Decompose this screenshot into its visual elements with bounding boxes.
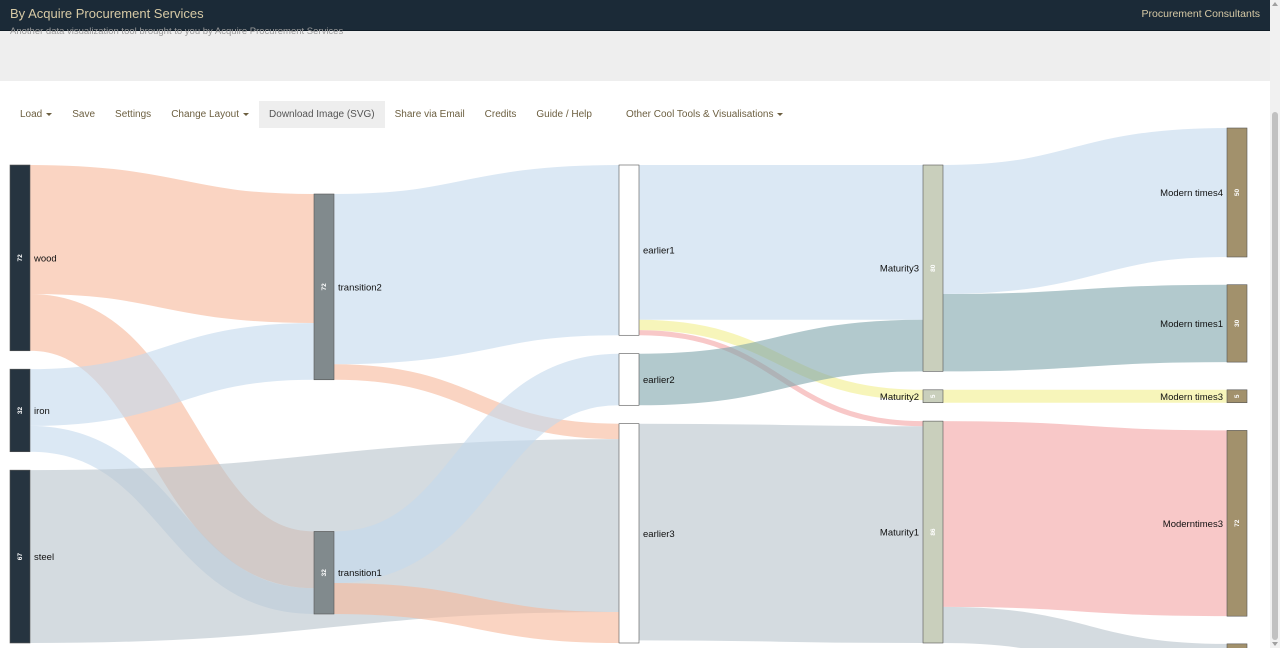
node-label-earlier3: earlier3	[643, 529, 675, 540]
sankey-node-modern4[interactable]	[1226, 127, 1248, 258]
node-value-iron: 32	[17, 406, 24, 414]
node-label-maturity3: Maturity3	[880, 264, 919, 275]
node-label-iron: iron	[34, 406, 50, 417]
sankey-nodes: 72 wood 32 iron 67 steel 72 transition2 32 transi…	[9, 127, 1248, 648]
sankey-link-maturity3-modern4[interactable]	[942, 128, 1228, 294]
sankey-link-wood-transition2[interactable]	[29, 165, 315, 323]
share-email-button[interactable]: Share via Email	[394, 109, 465, 120]
download-svg-button[interactable]: Download Image (SVG)	[259, 101, 385, 128]
node-label-modern1: Modern times1	[1160, 319, 1223, 330]
sankey-link-transition2-earlier1[interactable]	[333, 165, 620, 365]
sankey-link-transition1-earlier2[interactable]	[332, 353, 621, 584]
sankey-node-transition2[interactable]	[313, 193, 335, 381]
sankey-link-earlier2-maturity3[interactable]	[638, 319, 924, 406]
sankey-node-modern3[interactable]	[1226, 389, 1248, 404]
sankey-node-maturity2[interactable]	[922, 389, 944, 404]
sankey-link-iron-transition2[interactable]	[29, 323, 315, 426]
sankey-diagram: 72 wood 32 iron 67 steel 72 transition2 32 transi…	[9, 127, 1248, 648]
sankey-node-modern1[interactable]	[1226, 284, 1248, 363]
sankey-link-maturity3-modern1[interactable]	[942, 284, 1228, 372]
tagline: Another data visualization tool brought …	[10, 26, 344, 37]
node-label-maturity2: Maturity2	[880, 392, 919, 403]
toolbar-menu: Load Save Settings Change Layout Downloa…	[10, 101, 793, 128]
node-label-maturity1: Maturity1	[880, 528, 919, 539]
caret-down-icon	[46, 112, 53, 116]
node-value-wood: 72	[17, 254, 24, 262]
vertical-scrollbar[interactable]	[1270, 0, 1280, 648]
caret-down-icon	[243, 112, 250, 116]
sankey-node-earlier1[interactable]	[618, 164, 640, 336]
sankey-node-maturity3[interactable]	[922, 164, 944, 372]
credits-button[interactable]: Credits	[484, 109, 517, 120]
scroll-down-icon[interactable]	[1272, 642, 1278, 646]
page-header-band: Another data visualization tool brought …	[0, 26, 1270, 81]
sankey-node-earlier2[interactable]	[618, 353, 640, 406]
other-tools-menu[interactable]: Other Cool Tools & Visualisations	[616, 101, 794, 128]
sankey-link-maturity1-modern2[interactable]	[942, 606, 1228, 648]
node-label-modern3: Modern times3	[1160, 392, 1223, 403]
node-value-transition2: 72	[321, 283, 328, 291]
load-label: Load	[20, 109, 43, 120]
change-layout-menu[interactable]: Change Layout	[161, 101, 259, 128]
node-label-modern4: Modern times4	[1160, 188, 1223, 199]
caret-down-icon	[777, 112, 784, 116]
sankey-link-maturity1-moderntimes3[interactable]	[942, 421, 1228, 617]
procurement-consultants-link[interactable]: Procurement Consultants	[1141, 8, 1260, 20]
node-label-transition1: transition1	[338, 568, 382, 579]
node-label-earlier1: earlier1	[643, 246, 675, 257]
node-value-steel: 67	[17, 553, 24, 561]
sankey-node-moderntimes3[interactable]	[1226, 430, 1248, 617]
sankey-node-iron[interactable]	[9, 368, 31, 453]
sankey-link-transition2-earlier3[interactable]	[333, 364, 620, 440]
scroll-up-icon[interactable]	[1272, 2, 1278, 6]
sankey-node-transition1[interactable]	[313, 531, 335, 615]
node-value-modern3: 5	[1234, 394, 1241, 398]
node-value-maturity2: 5	[930, 394, 937, 398]
save-button[interactable]: Save	[72, 109, 96, 120]
node-label-steel: steel	[34, 552, 54, 563]
node-value-maturity3: 80	[930, 264, 937, 272]
brand-link[interactable]: By Acquire Procurement Services	[10, 6, 204, 21]
change-layout-label: Change Layout	[171, 109, 240, 120]
sankey-node-earlier3[interactable]	[618, 423, 640, 644]
node-label-wood: wood	[33, 253, 57, 264]
guide-help-button[interactable]: Guide / Help	[536, 109, 592, 120]
node-value-maturity1: 86	[930, 528, 937, 536]
node-label-transition2: transition2	[338, 282, 382, 293]
sankey-link-earlier3-maturity1[interactable]	[638, 423, 924, 643]
node-value-modern4: 50	[1234, 189, 1241, 197]
sankey-link-transition1-earlier3[interactable]	[333, 583, 620, 643]
node-label-earlier2: earlier2	[643, 375, 675, 386]
scroll-thumb[interactable]	[1272, 112, 1278, 640]
node-value-transition1: 32	[321, 569, 328, 577]
navbar: By Acquire Procurement Services Procurem…	[0, 0, 1270, 31]
settings-button[interactable]: Settings	[115, 109, 152, 120]
sankey-node-steel[interactable]	[9, 469, 31, 644]
sankey-node-maturity1[interactable]	[922, 420, 944, 644]
load-menu[interactable]: Load	[10, 101, 62, 128]
node-value-moderntimes3: 72	[1234, 519, 1241, 527]
other-tools-label: Other Cool Tools & Visualisations	[625, 109, 774, 120]
sankey-node-modern2[interactable]	[1226, 643, 1248, 648]
node-label-moderntimes3: Moderntimes3	[1163, 519, 1223, 530]
node-value-modern1: 30	[1234, 319, 1241, 327]
sankey-node-wood[interactable]	[9, 164, 31, 352]
